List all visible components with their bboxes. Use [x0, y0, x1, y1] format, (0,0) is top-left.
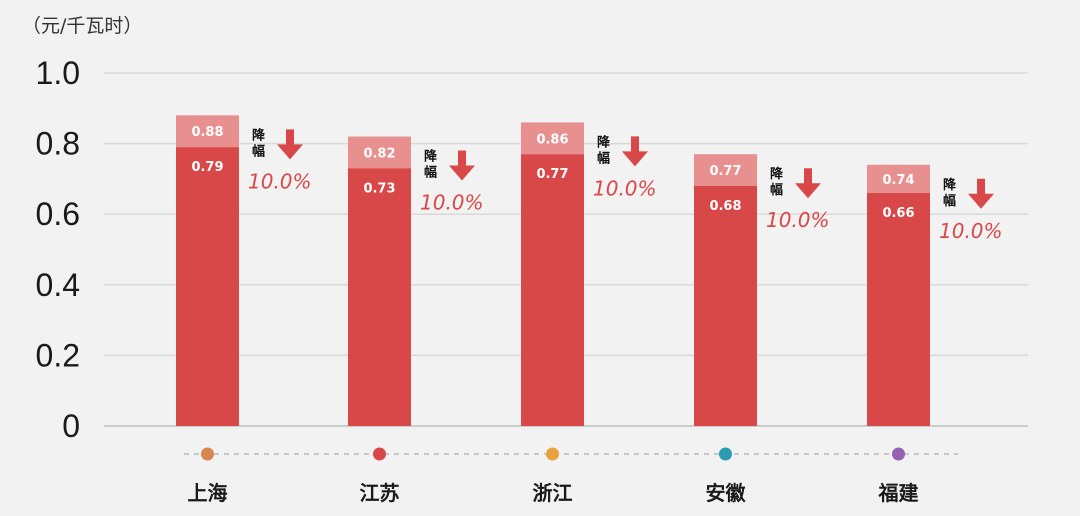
drop-word-label: 降 [943, 177, 957, 193]
bar-old-price [694, 154, 757, 186]
drop-word-label: 降 [424, 149, 438, 165]
drop-percent-label: 10.0% [420, 191, 484, 215]
category-label: 安徽 [706, 481, 747, 505]
y-tick-label: 0.6 [36, 196, 80, 232]
y-axis-ticks: 0 0.2 0.4 0.6 0.8 1.0 [36, 55, 80, 444]
down-arrow-icon [795, 168, 821, 199]
drop-word-label: 幅 [252, 143, 265, 159]
category-label: 江苏 [360, 481, 400, 505]
bar-new-price [176, 147, 239, 426]
drop-word-label: 幅 [597, 150, 610, 166]
bar-old-price [521, 122, 584, 155]
category-dot [201, 447, 214, 461]
down-arrow-icon [277, 129, 303, 160]
y-tick-label: 0.2 [36, 337, 80, 373]
bar-old-price [176, 115, 239, 148]
drop-percent-label: 10.0% [593, 176, 657, 200]
category-label: 浙江 [533, 481, 573, 505]
category-dot [546, 447, 559, 461]
old-value-label: 0.88 [191, 125, 223, 140]
drop-word-label: 幅 [943, 193, 956, 209]
drop-word-label: 幅 [424, 165, 437, 181]
old-value-label: 0.82 [363, 146, 395, 161]
new-value-label: 0.66 [882, 206, 914, 221]
old-value-label: 0.77 [709, 164, 741, 179]
y-tick-label: 0.4 [36, 267, 80, 303]
bar-old-price [348, 136, 411, 169]
new-value-label: 0.77 [536, 167, 568, 182]
drop-percent-label: 10.0% [248, 169, 312, 193]
old-value-label: 0.74 [882, 173, 914, 188]
category-label: 福建 [878, 481, 919, 505]
drop-percent-label: 10.0% [766, 208, 830, 232]
bars: 0.88 0.79 0.82 0.73 0.86 0.77 0.77 0.68 0.74 0.66 [176, 115, 930, 426]
category-dot [892, 447, 905, 461]
drop-word-label: 幅 [770, 182, 783, 198]
category-dot [373, 447, 386, 461]
unit-label: （元/千瓦时） [22, 15, 142, 37]
y-tick-label: 1.0 [36, 55, 80, 91]
bar-old-price [867, 164, 930, 194]
old-value-label: 0.86 [536, 132, 568, 147]
bar-new-price [694, 185, 757, 426]
new-value-label: 0.68 [709, 199, 741, 214]
drop-word-label: 降 [770, 166, 784, 182]
drop-percent-label: 10.0% [939, 219, 1003, 243]
category-label: 上海 [188, 481, 228, 505]
down-arrow-icon [968, 178, 994, 209]
new-value-label: 0.79 [191, 160, 223, 175]
bar-new-price [867, 193, 930, 426]
down-arrow-icon [622, 136, 648, 167]
bar-new-price [348, 168, 411, 426]
bar-new-price [521, 154, 584, 426]
y-tick-label: 0 [62, 408, 80, 444]
y-tick-label: 0.8 [36, 126, 80, 162]
down-arrow-icon [449, 150, 475, 181]
new-value-label: 0.73 [363, 181, 395, 196]
drop-word-label: 降 [252, 127, 266, 143]
drop-word-label: 降 [597, 134, 611, 150]
category-dot [719, 447, 732, 461]
x-axis: 上海 江苏 浙江 安徽 福建 [184, 447, 958, 505]
